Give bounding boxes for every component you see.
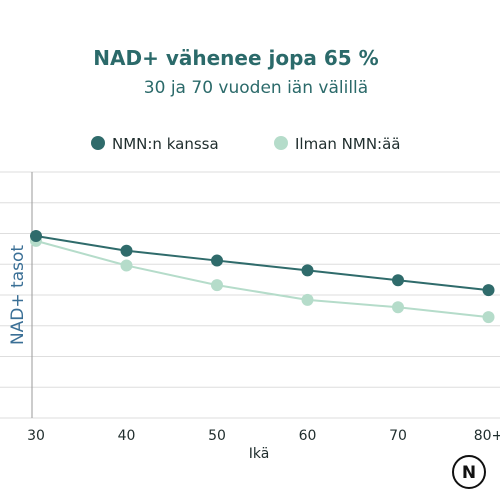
n-logo-icon (452, 455, 486, 489)
data-point-s0-2 (211, 254, 223, 267)
data-point-s1-3 (301, 293, 314, 306)
legend-marker-nmn (91, 136, 105, 150)
x-tick-label: 80+ (474, 428, 500, 444)
y-axis-label: NAD+ tasot (8, 245, 28, 345)
x-axis-label: Ikä (249, 446, 270, 462)
data-point-s1-5 (482, 311, 495, 324)
x-tick-label: 60 (299, 428, 317, 444)
series-layer (30, 229, 495, 324)
logo: N (452, 455, 486, 489)
logo-letter: N (462, 463, 476, 483)
series-line-0 (35, 234, 489, 292)
x-tick-label: 30 (27, 428, 45, 444)
x-tick-labels: 30 40 50 60 70 80+ (27, 428, 500, 444)
chart-subtitle: 30 ja 70 vuoden iän välillä (144, 78, 368, 98)
legend-marker-no-nmn (274, 136, 288, 150)
legend-label-no-nmn: Ilman NMN:ää (295, 135, 401, 153)
chart-title: NAD+ vähenee jopa 65 % (93, 46, 378, 70)
legend: NMN:n kanssa Ilman NMN:ää (91, 135, 401, 153)
data-point-s0-1 (120, 244, 133, 257)
series-line-1 (35, 239, 489, 319)
legend-label-nmn: NMN:n kanssa (112, 135, 219, 153)
data-point-s1-1 (120, 259, 133, 272)
x-tick-label: 50 (208, 428, 226, 444)
data-point-s0-0 (30, 229, 42, 242)
x-tick-label: 70 (389, 428, 407, 444)
grid-lines (0, 171, 500, 419)
data-point-s0-4 (392, 274, 404, 287)
data-point-s1-4 (392, 301, 404, 314)
data-point-s0-3 (301, 264, 314, 277)
data-point-s1-2 (211, 279, 223, 292)
x-tick-label: 40 (118, 428, 136, 444)
data-point-s0-5 (482, 284, 495, 297)
